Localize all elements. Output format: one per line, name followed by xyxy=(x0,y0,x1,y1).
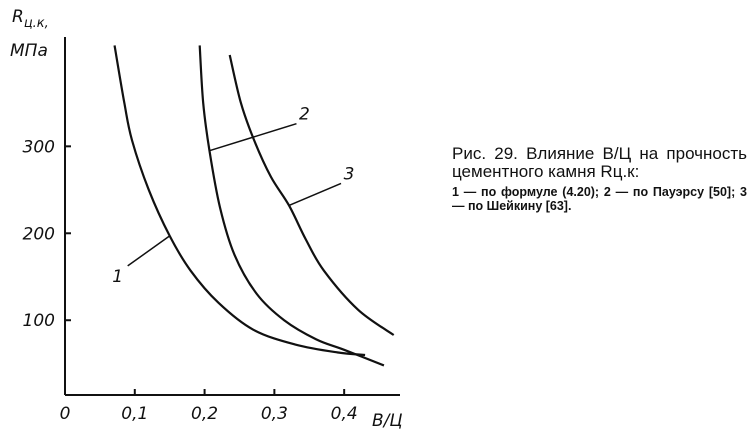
x-tick-label: 0 xyxy=(60,404,71,424)
curve-label: 1 xyxy=(112,267,123,287)
y-label-subscript: ц.к, xyxy=(24,16,49,31)
caption-note: 1 — по формуле (4.20); 2 — по Пауэрсу [5… xyxy=(452,185,747,213)
y-tick-label: 100 xyxy=(23,311,55,331)
y-tick-label: 200 xyxy=(23,224,55,244)
chart: Rц.к, МПа В/Ц 100 200 300 0 0,1 0,2 0,3 0,4 1 2 3 xyxy=(10,7,403,431)
x-tick-label: 0,1 xyxy=(121,404,148,424)
curve-label: 2 xyxy=(299,105,310,125)
x-tick-label: 0,4 xyxy=(331,404,358,424)
leader-line xyxy=(127,235,171,267)
y-label-symbol: R xyxy=(12,7,24,27)
y-tick-label: 300 xyxy=(23,137,55,157)
curve xyxy=(228,54,395,336)
curve xyxy=(198,45,385,367)
x-tick-label: 0,3 xyxy=(261,404,288,424)
curve-label: 3 xyxy=(344,164,355,184)
x-axis-label: В/Ц xyxy=(372,411,403,431)
y-axis-label: Rц.к, xyxy=(12,7,49,31)
caption-title: Рис. 29. Влияние В/Ц на прочность цемент… xyxy=(452,144,747,181)
x-tick-label: 0,2 xyxy=(191,404,218,424)
y-axis-unit: МПа xyxy=(10,41,48,61)
caption: Рис. 29. Влияние В/Ц на прочность цемент… xyxy=(452,144,747,214)
leader-line xyxy=(288,182,342,207)
curve xyxy=(113,45,366,357)
